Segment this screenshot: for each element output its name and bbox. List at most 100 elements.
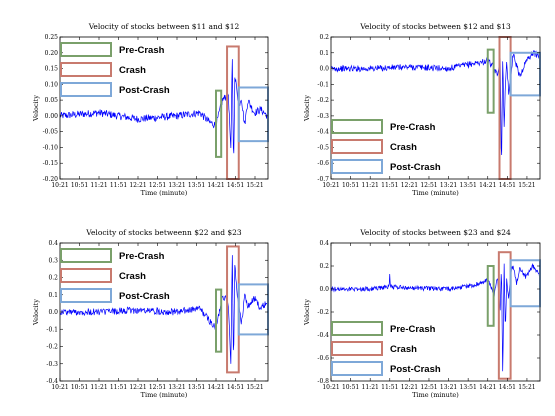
x-tick-label: 12:51: [149, 384, 166, 391]
x-tick-label: 14:51: [499, 384, 516, 391]
legend-crash-swatch: [60, 268, 112, 283]
legend-crash-swatch: [331, 139, 383, 154]
y-tick-label: -0.2: [317, 309, 329, 316]
panel-1: Velocity of stocks between $11 and $12 0.…: [32, 22, 269, 197]
x-tick-label: 13:21: [168, 182, 185, 189]
legend-pre-crash-swatch: [60, 42, 112, 57]
legend-crash-label: Crash: [119, 271, 146, 282]
x-tick-label: 15:21: [246, 182, 263, 189]
y-tick-label: 0.3: [48, 257, 58, 264]
x-tick-label: 14:21: [207, 384, 224, 391]
post-crash-region: [509, 259, 541, 308]
y-tick-label: 0.2: [48, 275, 58, 282]
pre-crash-region: [486, 48, 495, 114]
chart-title: Velocity of stocks between $12 and $13: [359, 22, 511, 31]
legend-crash-swatch: [60, 62, 112, 77]
legend-pre-crash-swatch: [60, 248, 112, 263]
legend-pre-crash-label: Pre-Crash: [390, 324, 436, 335]
y-tick-label: 0.05: [45, 97, 59, 104]
x-tick-label: 13:51: [188, 182, 205, 189]
y-tick-label: -0.2: [46, 344, 58, 351]
x-tick-label: 10:51: [71, 384, 88, 391]
x-tick-label: 10:51: [342, 384, 359, 391]
y-tick-label: 0.4: [319, 240, 329, 247]
velocity-series-line: [59, 255, 269, 364]
y-axis-label: Velocity: [32, 299, 40, 326]
x-tick-label: 11:51: [381, 182, 398, 189]
x-tick-label: 10:21: [322, 384, 339, 391]
panel-4: Velocity of stocks between $23 and $24 0.…: [303, 228, 541, 399]
x-tick-label: 11:51: [110, 384, 127, 391]
legend-post-crash-label: Post-Crash: [119, 85, 170, 96]
x-axis-label: Time (minute): [412, 391, 459, 399]
x-tick-label: 10:51: [71, 182, 88, 189]
x-tick-label: 12:51: [420, 182, 437, 189]
y-tick-label: -0.4: [317, 129, 329, 136]
legend-crash-label: Crash: [119, 65, 146, 76]
y-tick-label: -0.10: [43, 144, 59, 151]
y-axis-label: Velocity: [32, 95, 40, 122]
y-tick-label: 0.0: [319, 286, 329, 293]
x-tick-label: 10:51: [342, 182, 359, 189]
chart-title: Velocity of stocks betweenn $22 and $23: [85, 228, 242, 237]
legend-post-crash-swatch: [60, 288, 112, 303]
x-tick-label: 12:21: [401, 384, 418, 391]
y-tick-label: 0.2: [319, 263, 329, 270]
y-tick-label: 0.25: [45, 34, 59, 41]
panel-2: Velocity of stocks between $12 and $13 0.…: [303, 22, 541, 197]
x-tick-label: 11:51: [110, 182, 127, 189]
x-tick-label: 14:51: [227, 384, 244, 391]
x-tick-label: 11:51: [381, 384, 398, 391]
y-tick-label: 0.0: [319, 66, 329, 73]
y-tick-label: -0.8: [317, 378, 329, 385]
velocity-series-line: [59, 59, 269, 154]
y-tick-label: -0.3: [46, 361, 58, 368]
x-tick-label: 11:21: [362, 384, 379, 391]
y-tick-label: -0.5: [317, 144, 329, 151]
legend-post-crash-label: Post-Crash: [390, 364, 441, 375]
y-tick-label: 0.1: [48, 292, 58, 299]
y-tick-label: -0.15: [43, 160, 59, 167]
plot-frame: [59, 36, 269, 180]
pre-crash-region: [215, 89, 223, 158]
x-tick-label: 12:21: [401, 182, 418, 189]
x-tick-label: 10:21: [51, 384, 68, 391]
plot-frame: [330, 36, 541, 180]
x-tick-label: 14:51: [227, 182, 244, 189]
legend-pre-crash-label: Pre-Crash: [390, 122, 436, 133]
y-tick-label: -0.3: [317, 113, 329, 120]
velocity-series-line: [330, 263, 541, 372]
x-tick-label: 12:21: [129, 182, 146, 189]
y-tick-label: 0.4: [48, 240, 58, 247]
x-tick-label: 15:21: [518, 384, 535, 391]
legend-post-crash-label: Post-Crash: [390, 162, 441, 173]
x-tick-label: 15:21: [246, 384, 263, 391]
x-tick-label: 11:21: [90, 384, 107, 391]
y-axis-label: Velocity: [303, 299, 311, 326]
y-tick-label: -0.1: [46, 326, 58, 333]
x-tick-label: 14:21: [207, 182, 224, 189]
legend-pre-crash-label: Pre-Crash: [119, 45, 165, 56]
y-axis-label: Velocity: [303, 95, 311, 122]
legend-crash-label: Crash: [390, 142, 417, 153]
x-tick-label: 13:51: [460, 384, 477, 391]
y-tick-label: -0.6: [317, 160, 329, 167]
y-tick-label: 0.10: [45, 81, 59, 88]
y-tick-label: -0.1: [317, 81, 329, 88]
y-tick-label: 0.2: [319, 34, 329, 41]
y-tick-label: -0.20: [43, 176, 59, 183]
pre-crash-region: [486, 265, 495, 327]
legend-post-crash-swatch: [60, 82, 112, 97]
x-tick-label: 14:51: [499, 182, 516, 189]
x-tick-label: 14:21: [479, 384, 496, 391]
y-tick-label: -0.4: [317, 332, 329, 339]
legend-post-crash-label: Post-Crash: [119, 291, 170, 302]
x-tick-label: 11:21: [90, 182, 107, 189]
x-axis-label: Time (minute): [141, 189, 188, 197]
legend-post-crash-swatch: [331, 159, 383, 174]
x-axis-label: Time (minute): [141, 391, 188, 399]
x-tick-label: 14:21: [479, 182, 496, 189]
chart-title: Velocity of stocks between $23 and $24: [359, 228, 511, 237]
x-tick-label: 13:51: [188, 384, 205, 391]
